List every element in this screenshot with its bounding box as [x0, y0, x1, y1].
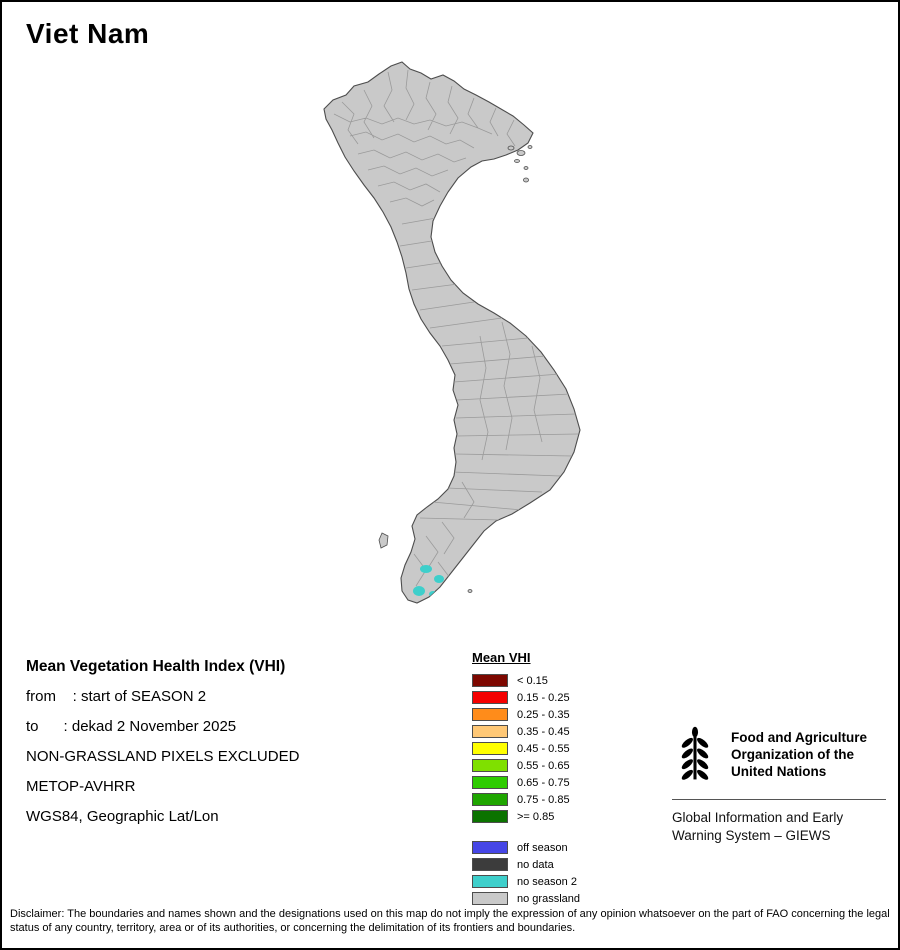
legend-swatch	[472, 674, 508, 687]
legend-swatch	[472, 810, 508, 823]
info-heading: Mean Vegetation Health Index (VHI)	[26, 658, 286, 675]
legend-label: 0.75 - 0.85	[517, 793, 570, 806]
legend-swatch	[472, 691, 508, 704]
legend-swatch	[472, 892, 508, 905]
legend-label: 0.25 - 0.35	[517, 708, 570, 721]
legend-swatch	[472, 776, 508, 789]
giews-name-line: Warning System – GIEWS	[672, 828, 831, 843]
legend-item: no data	[472, 856, 580, 873]
info-line-sensor: METOP-AVHRR	[26, 778, 136, 795]
country-shape	[323, 61, 581, 604]
legend-label: no grassland	[517, 892, 580, 905]
legend-item: off season	[472, 839, 580, 856]
legend-label: 0.55 - 0.65	[517, 759, 570, 772]
legend-item: 0.45 - 0.55	[472, 740, 580, 757]
legend-label: 0.15 - 0.25	[517, 691, 570, 704]
fao-org-name-line: United Nations	[731, 764, 827, 779]
map-info-block: Mean Vegetation Health Index (VHI) from …	[26, 652, 299, 832]
legend-item: 0.55 - 0.65	[472, 757, 580, 774]
legend-item: no season 2	[472, 873, 580, 890]
legend-swatch	[472, 742, 508, 755]
legend-label: off season	[517, 841, 568, 854]
legend-swatch	[472, 725, 508, 738]
fao-giews-block: Food and Agriculture Organization of the…	[672, 726, 886, 845]
info-line-from: from : start of SEASON 2	[26, 688, 207, 705]
info-line-projection: WGS84, Geographic Lat/Lon	[26, 808, 219, 825]
legend-label: >= 0.85	[517, 810, 555, 823]
legend-item: no grassland	[472, 890, 580, 907]
legend-swatch	[472, 875, 508, 888]
info-line-to: to : dekad 2 November 2025	[26, 718, 237, 735]
legend-gap	[472, 825, 580, 839]
disclaimer-text: Disclaimer: The boundaries and names sho…	[10, 908, 890, 934]
legend-swatch	[472, 708, 508, 721]
legend-label: no data	[517, 858, 554, 871]
footer-divider	[672, 799, 886, 800]
giews-name: Global Information and Early Warning Sys…	[672, 809, 886, 845]
fao-logo-icon	[681, 726, 709, 780]
legend-swatch	[472, 858, 508, 871]
legend-label: no season 2	[517, 875, 577, 888]
legend-swatch	[472, 841, 508, 854]
legend-title: Mean VHI	[472, 650, 531, 665]
legend-item: 0.35 - 0.45	[472, 723, 580, 740]
page-title: Viet Nam	[26, 18, 150, 49]
legend-item: 0.65 - 0.75	[472, 774, 580, 791]
fao-org-name: Food and Agriculture Organization of the…	[731, 726, 867, 780]
fao-org-name-line: Food and Agriculture	[731, 730, 867, 745]
legend-label: 0.45 - 0.55	[517, 742, 570, 755]
legend-item: 0.15 - 0.25	[472, 689, 580, 706]
province-boundaries	[333, 69, 579, 587]
legend-item: 0.75 - 0.85	[472, 791, 580, 808]
legend-swatch	[472, 793, 508, 806]
giews-name-line: Global Information and Early	[672, 810, 844, 825]
legend-label: 0.35 - 0.45	[517, 725, 570, 738]
legend-label: < 0.15	[517, 674, 548, 687]
legend-label: 0.65 - 0.75	[517, 776, 570, 789]
legend: Mean VHI < 0.15 0.15 - 0.25 0.25 - 0.35 …	[472, 650, 580, 907]
legend-swatch	[472, 759, 508, 772]
legend-item: 0.25 - 0.35	[472, 706, 580, 723]
info-line-pixels: NON-GRASSLAND PIXELS EXCLUDED	[26, 748, 300, 765]
legend-item: < 0.15	[472, 672, 580, 689]
fao-org-name-line: Organization of the	[731, 747, 854, 762]
islands	[378, 145, 533, 593]
legend-item: >= 0.85	[472, 808, 580, 825]
